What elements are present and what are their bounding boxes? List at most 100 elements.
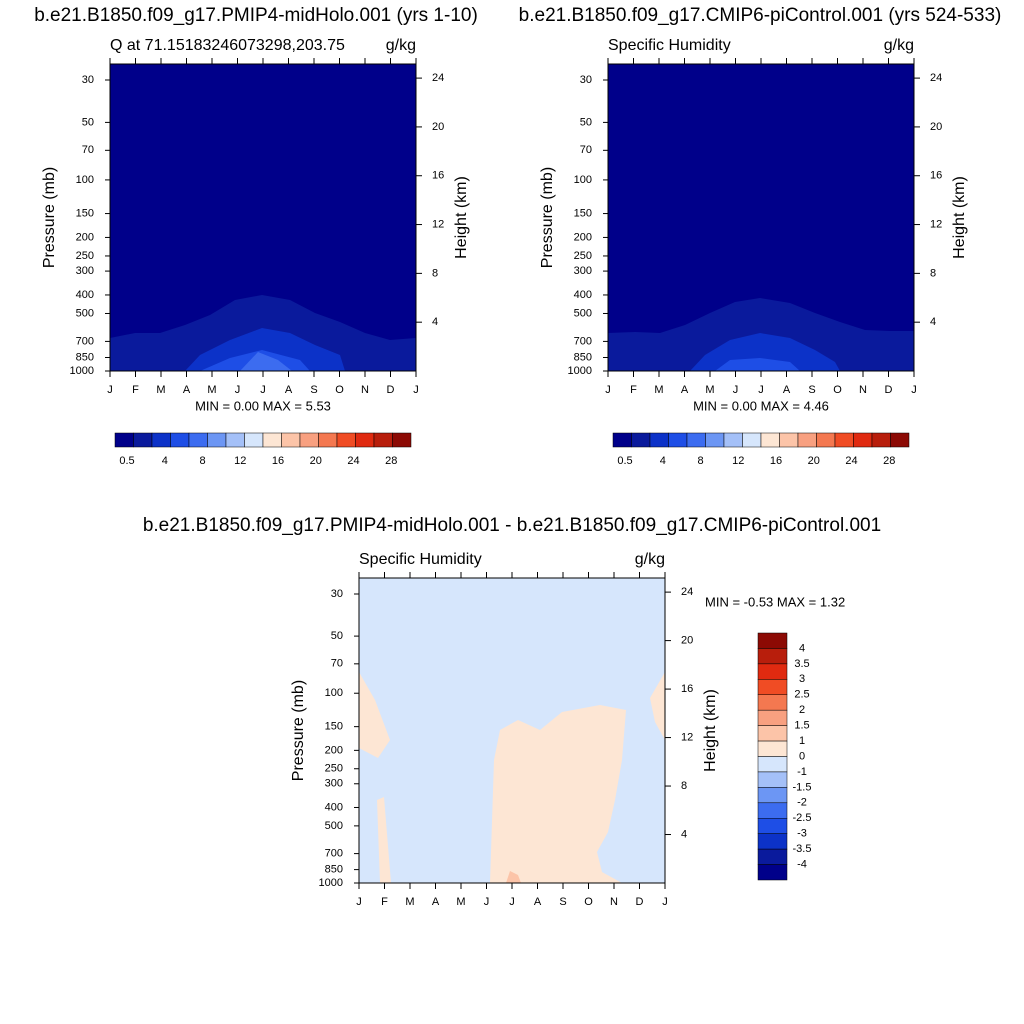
y-tick-label: 150 bbox=[76, 207, 94, 219]
colorbar-box bbox=[871, 432, 891, 448]
left-label: Specific Humidity bbox=[359, 551, 482, 568]
colorbar-label: 3.5 bbox=[794, 658, 809, 670]
y-tick-label: 250 bbox=[76, 250, 94, 262]
y-tick-label: 400 bbox=[325, 801, 343, 813]
y2-axis-label: Height (km) bbox=[702, 689, 719, 772]
x-tick-label: M bbox=[705, 384, 714, 396]
y-tick-label: 250 bbox=[325, 763, 343, 775]
colorbar-box bbox=[816, 432, 836, 448]
x-tick-label: J bbox=[758, 384, 764, 396]
y-tick-label: 100 bbox=[76, 174, 94, 186]
contour-fill bbox=[359, 578, 665, 883]
colorbar-box bbox=[779, 432, 799, 448]
y-tick-label: 150 bbox=[574, 207, 592, 219]
colorbar-label: 3 bbox=[799, 673, 805, 685]
y-tick-label: 70 bbox=[82, 144, 94, 156]
colorbar-box bbox=[355, 432, 375, 448]
x-tick-label: A bbox=[681, 384, 689, 396]
colorbar-box bbox=[757, 802, 788, 819]
colorbar-box bbox=[757, 709, 788, 726]
x-tick-label: D bbox=[387, 384, 395, 396]
colorbar-label: 16 bbox=[272, 455, 284, 467]
colorbar-box bbox=[392, 432, 412, 448]
colorbar-label: 0 bbox=[799, 750, 805, 762]
y2-axis-label: Height (km) bbox=[951, 176, 968, 259]
y2-tick-label: 24 bbox=[681, 586, 693, 598]
x-tick-label: A bbox=[285, 384, 293, 396]
x-tick-label: O bbox=[335, 384, 344, 396]
y-tick-label: 850 bbox=[76, 351, 94, 363]
colorbar-box bbox=[262, 432, 282, 448]
y2-tick-label: 8 bbox=[930, 267, 936, 279]
colorbar-box bbox=[281, 432, 301, 448]
colorbar-box bbox=[649, 432, 669, 448]
y2-tick-label: 12 bbox=[930, 218, 942, 230]
y2-tick-label: 20 bbox=[930, 121, 942, 133]
x-tick-label: D bbox=[885, 384, 893, 396]
x-tick-label: A bbox=[432, 896, 440, 908]
x-tick-label: N bbox=[610, 896, 618, 908]
colorbar-box bbox=[757, 864, 788, 881]
contour-fill bbox=[110, 64, 416, 371]
y-tick-label: 500 bbox=[76, 307, 94, 319]
colorbar-label: -4 bbox=[797, 858, 807, 870]
y-tick-label: 100 bbox=[574, 174, 592, 186]
y-tick-label: 700 bbox=[76, 335, 94, 347]
colorbar-label: -3.5 bbox=[793, 843, 812, 855]
colorbar-box bbox=[188, 432, 208, 448]
colorbar-label: 0.5 bbox=[119, 455, 134, 467]
colorbar-box bbox=[757, 725, 788, 742]
colorbar-label: 20 bbox=[310, 455, 322, 467]
colorbar-label: 24 bbox=[845, 455, 857, 467]
right-label: g/kg bbox=[386, 37, 416, 54]
y2-tick-label: 20 bbox=[681, 635, 693, 647]
colorbar-label: 1 bbox=[799, 735, 805, 747]
colorbar-box bbox=[336, 432, 356, 448]
stats: MIN = 0.00 MAX = 5.53 bbox=[195, 398, 331, 413]
colorbar-box bbox=[686, 432, 706, 448]
y-tick-label: 50 bbox=[580, 116, 592, 128]
colorbar-box bbox=[373, 432, 393, 448]
colorbar-box bbox=[853, 432, 873, 448]
x-tick-label: F bbox=[630, 384, 637, 396]
y-tick-label: 1000 bbox=[568, 365, 592, 377]
y-tick-label: 30 bbox=[580, 74, 592, 86]
y2-tick-label: 4 bbox=[930, 316, 936, 328]
left-label: Specific Humidity bbox=[608, 37, 731, 54]
x-tick-label: A bbox=[783, 384, 791, 396]
x-tick-label: J bbox=[235, 384, 241, 396]
colorbar-box bbox=[207, 432, 227, 448]
y-tick-label: 400 bbox=[76, 289, 94, 301]
y-tick-label: 200 bbox=[76, 231, 94, 243]
left-label: Q at 71.15183246073298,203.75 bbox=[110, 37, 345, 54]
y-tick-label: 500 bbox=[574, 307, 592, 319]
x-tick-label: J bbox=[260, 384, 266, 396]
x-tick-label: J bbox=[413, 384, 419, 396]
y-tick-label: 250 bbox=[574, 250, 592, 262]
colorbar-box bbox=[114, 432, 134, 448]
colorbar-label: 1.5 bbox=[794, 720, 809, 732]
y2-tick-label: 16 bbox=[432, 170, 444, 182]
y-tick-label: 500 bbox=[325, 820, 343, 832]
y2-tick-label: 12 bbox=[432, 218, 444, 230]
right-label: g/kg bbox=[635, 551, 665, 568]
colorbar-label: -3 bbox=[797, 828, 807, 840]
right-label: g/kg bbox=[884, 37, 914, 54]
colorbar-box bbox=[757, 663, 788, 680]
colorbar-label: 0.5 bbox=[617, 455, 632, 467]
y-tick-label: 30 bbox=[82, 74, 94, 86]
y-tick-label: 70 bbox=[331, 658, 343, 670]
x-tick-label: M bbox=[405, 896, 414, 908]
x-tick-label: J bbox=[509, 896, 515, 908]
stats: MIN = 0.00 MAX = 4.46 bbox=[693, 398, 829, 413]
y2-tick-label: 4 bbox=[432, 316, 438, 328]
y-tick-label: 50 bbox=[82, 116, 94, 128]
colorbar-box bbox=[797, 432, 817, 448]
y2-tick-label: 16 bbox=[681, 683, 693, 695]
x-tick-label: J bbox=[911, 384, 917, 396]
colorbar-label: -2.5 bbox=[793, 812, 812, 824]
colorbar-label: 24 bbox=[347, 455, 359, 467]
y2-tick-label: 20 bbox=[432, 121, 444, 133]
colorbar-box bbox=[151, 432, 171, 448]
x-tick-label: A bbox=[183, 384, 191, 396]
